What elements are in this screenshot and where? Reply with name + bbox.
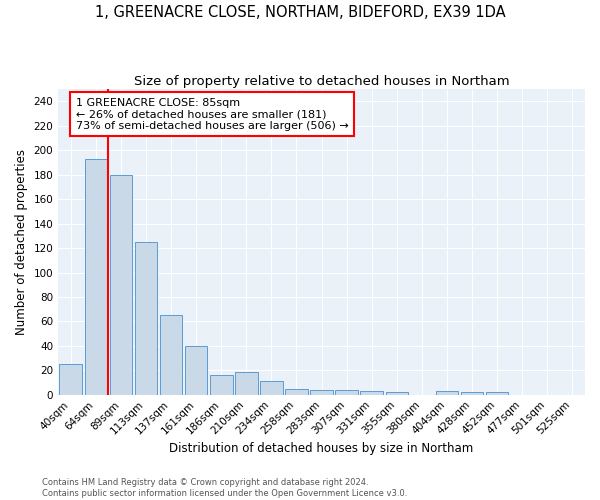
Bar — [134, 242, 157, 394]
X-axis label: Distribution of detached houses by size in Northam: Distribution of detached houses by size … — [169, 442, 474, 455]
Bar — [335, 390, 358, 394]
Bar — [436, 391, 458, 394]
Bar — [461, 392, 484, 394]
Bar — [361, 391, 383, 394]
Bar — [160, 316, 182, 394]
Bar — [59, 364, 82, 394]
Y-axis label: Number of detached properties: Number of detached properties — [15, 149, 28, 335]
Bar — [210, 375, 233, 394]
Text: 1, GREENACRE CLOSE, NORTHAM, BIDEFORD, EX39 1DA: 1, GREENACRE CLOSE, NORTHAM, BIDEFORD, E… — [95, 5, 505, 20]
Text: Contains HM Land Registry data © Crown copyright and database right 2024.
Contai: Contains HM Land Registry data © Crown c… — [42, 478, 407, 498]
Bar — [235, 372, 257, 394]
Bar — [185, 346, 208, 395]
Bar — [310, 390, 333, 394]
Text: 1 GREENACRE CLOSE: 85sqm
← 26% of detached houses are smaller (181)
73% of semi-: 1 GREENACRE CLOSE: 85sqm ← 26% of detach… — [76, 98, 349, 131]
Bar — [110, 174, 132, 394]
Bar — [386, 392, 408, 394]
Bar — [285, 388, 308, 394]
Bar — [486, 392, 508, 394]
Bar — [85, 159, 107, 394]
Bar — [260, 382, 283, 394]
Title: Size of property relative to detached houses in Northam: Size of property relative to detached ho… — [134, 75, 509, 88]
